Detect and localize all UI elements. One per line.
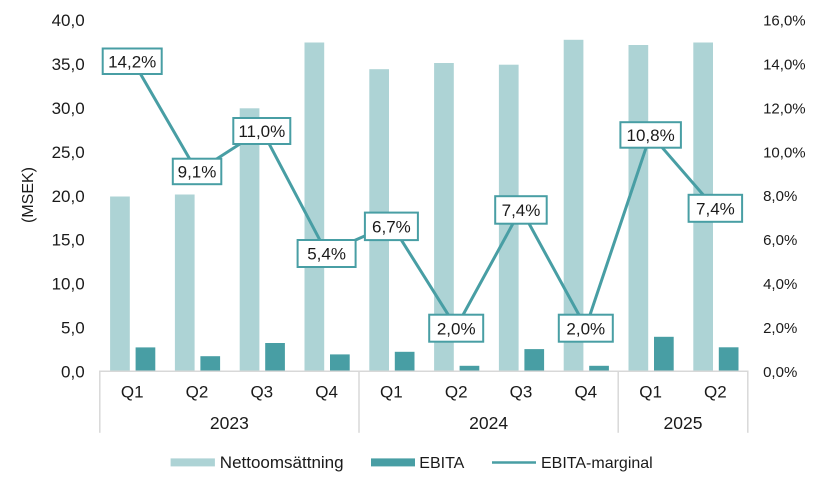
- svg-text:7,4%: 7,4%: [696, 200, 735, 219]
- svg-text:2023: 2023: [210, 413, 249, 433]
- svg-text:4,0%: 4,0%: [763, 276, 797, 293]
- svg-text:10,0%: 10,0%: [763, 144, 806, 161]
- svg-text:2,0%: 2,0%: [437, 319, 476, 338]
- svg-text:Q3: Q3: [250, 382, 273, 401]
- svg-text:0,0%: 0,0%: [763, 364, 797, 381]
- svg-text:6,0%: 6,0%: [763, 232, 797, 249]
- svg-text:10,0: 10,0: [52, 275, 85, 294]
- svg-text:14,2%: 14,2%: [108, 53, 156, 72]
- svg-text:Nettoomsättning: Nettoomsättning: [220, 453, 344, 472]
- svg-text:Q2: Q2: [704, 382, 727, 401]
- svg-text:25,0: 25,0: [52, 143, 85, 162]
- svg-text:15,0: 15,0: [52, 231, 85, 250]
- svg-text:14,0%: 14,0%: [763, 57, 806, 74]
- svg-text:2025: 2025: [664, 413, 703, 433]
- svg-text:35,0: 35,0: [52, 55, 85, 74]
- svg-text:EBITA: EBITA: [419, 455, 464, 472]
- svg-text:Q1: Q1: [639, 382, 662, 401]
- svg-text:20,0: 20,0: [52, 187, 85, 206]
- svg-text:(MSEK): (MSEK): [20, 167, 37, 223]
- svg-text:EBITA-marginal: EBITA-marginal: [541, 455, 653, 472]
- svg-text:40,0: 40,0: [52, 11, 85, 30]
- svg-text:8,0%: 8,0%: [763, 188, 797, 205]
- svg-text:Q2: Q2: [186, 382, 209, 401]
- svg-text:12,0%: 12,0%: [763, 100, 806, 117]
- svg-text:Q1: Q1: [121, 382, 144, 401]
- svg-text:Q3: Q3: [510, 382, 533, 401]
- svg-text:30,0: 30,0: [52, 99, 85, 118]
- svg-text:5,4%: 5,4%: [307, 245, 346, 264]
- svg-text:9,1%: 9,1%: [178, 163, 217, 182]
- svg-text:2024: 2024: [469, 413, 508, 433]
- svg-text:6,7%: 6,7%: [372, 218, 411, 237]
- svg-text:11,0%: 11,0%: [238, 122, 285, 141]
- svg-text:16,0%: 16,0%: [763, 13, 806, 30]
- svg-text:2,0%: 2,0%: [566, 319, 605, 338]
- svg-text:Q1: Q1: [380, 382, 403, 401]
- svg-text:10,8%: 10,8%: [626, 126, 674, 145]
- svg-text:0,0: 0,0: [61, 362, 85, 381]
- svg-text:Q4: Q4: [574, 382, 597, 401]
- svg-text:2,0%: 2,0%: [763, 320, 797, 337]
- svg-text:7,4%: 7,4%: [502, 201, 541, 220]
- svg-text:Q4: Q4: [315, 382, 338, 401]
- svg-text:5,0: 5,0: [61, 319, 85, 338]
- svg-text:Q2: Q2: [445, 382, 468, 401]
